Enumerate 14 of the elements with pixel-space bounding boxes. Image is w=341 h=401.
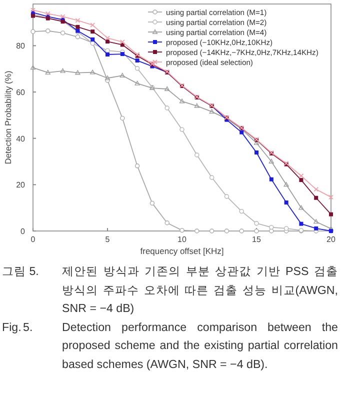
x-tick-label: 5 bbox=[105, 235, 110, 244]
x-tick-label: 20 bbox=[326, 235, 336, 244]
text: 그림 5. 제안된 방식과 기존의 부분 상관값 기반 PSS 검출 방식의 주파수 오차에 따른 검출 성능 비교(AWGN, SNR = −4 dB) bbox=[2, 265, 338, 315]
x-tick-label: 0 bbox=[30, 235, 36, 244]
y-tick-label: 60 bbox=[16, 88, 26, 98]
y-tick-label: 20 bbox=[16, 180, 26, 190]
y-tick-label: 0 bbox=[20, 227, 26, 236]
y-tick-label: 40 bbox=[16, 134, 26, 144]
text: Fig. 5. Detection performance comparison between the proposed scheme and the existing partial correlation based schemes (AWGN, SNR = −4 dB). bbox=[2, 320, 338, 370]
y-tick-label: 80 bbox=[16, 42, 26, 51]
x-tick-label: 15 bbox=[252, 235, 262, 244]
x-tick-label: 10 bbox=[178, 235, 187, 244]
y-axis-title: Detection Probability (%) bbox=[3, 70, 13, 164]
x-axis-title: frequency offset [KHz] bbox=[140, 246, 224, 256]
